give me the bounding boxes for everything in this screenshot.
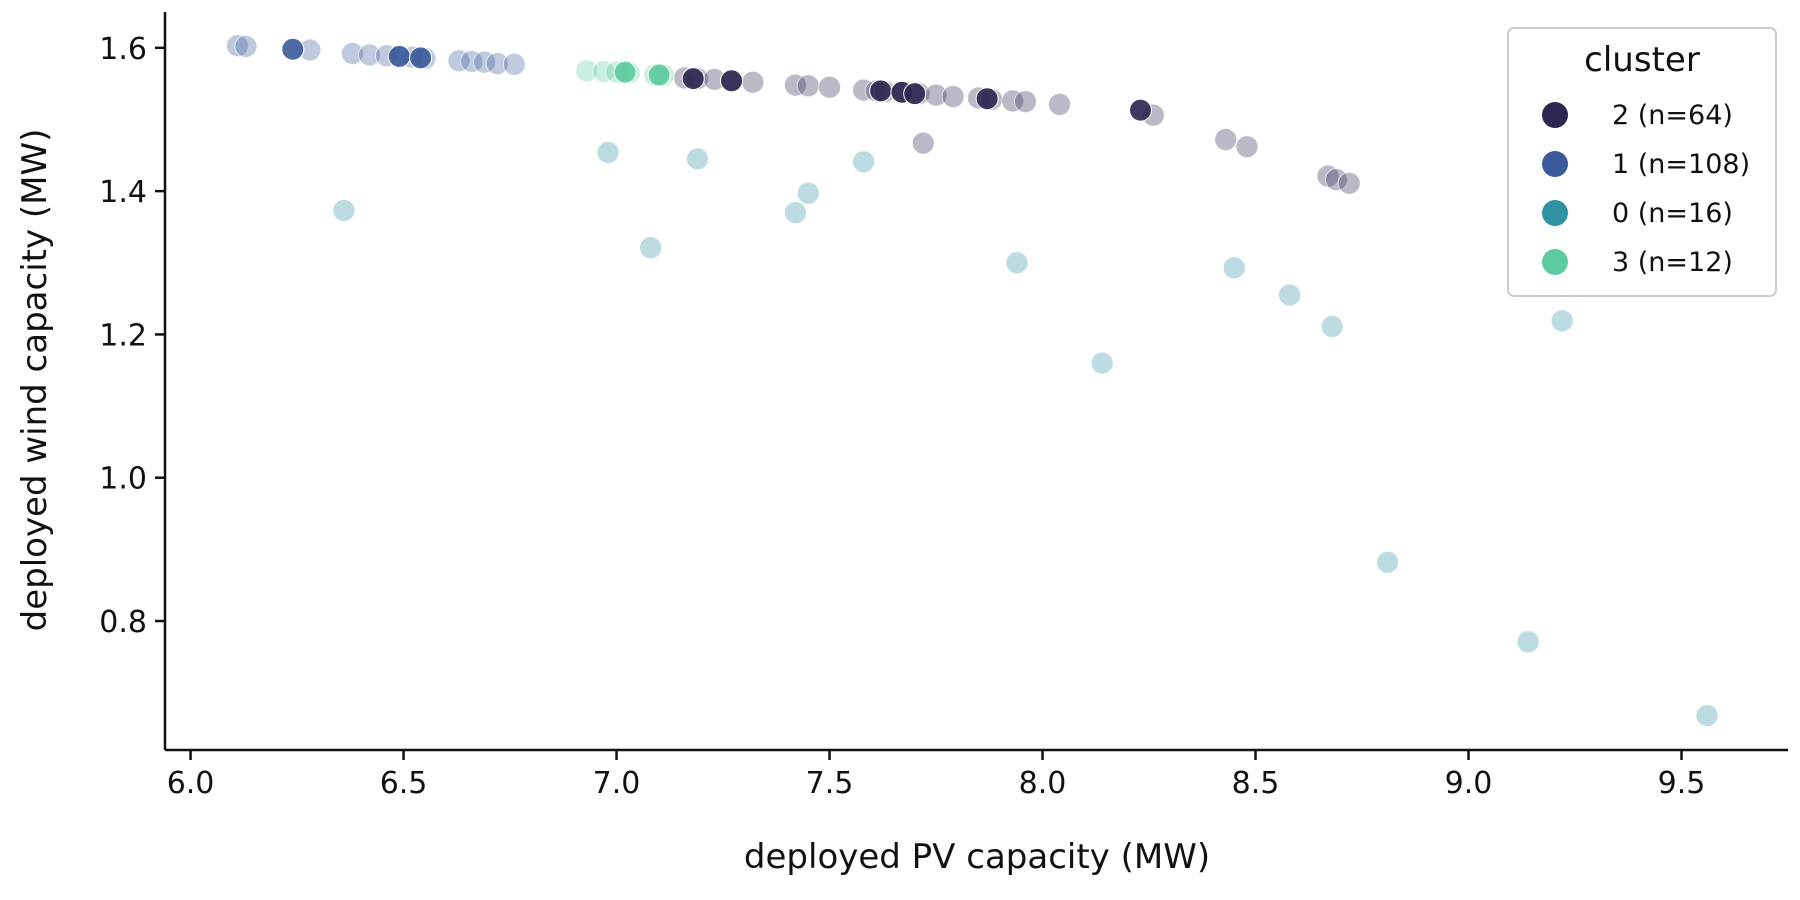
data-point [340,42,364,66]
data-point [485,52,509,76]
y-axis-title: deployed wind capacity (MW) [15,129,55,632]
legend-marker [1542,151,1568,177]
x-tick-label: 7.0 [593,766,641,801]
legend-label: 0 (n=16) [1612,198,1733,229]
highlighted-point [903,82,927,106]
legend-label: 3 (n=12) [1612,247,1733,278]
y-ticks: 0.8 1.0 1.2 1.4 1.6 [99,32,165,640]
x-tick-label: 6.5 [380,766,428,801]
y-tick-label: 0.8 [99,605,147,640]
legend-title: cluster [1584,40,1700,80]
data-point [1695,704,1719,728]
data-point [1005,251,1029,275]
data-point [575,59,599,83]
legend-marker [1542,249,1568,275]
axes: 6.0 6.5 7.0 7.5 8.0 8.5 9.0 9.5 0.8 1.0 1.2 1.4 1.6 [99,12,1788,801]
data-point [685,147,709,171]
highlighted-point [1129,98,1153,122]
x-tick-label: 8.5 [1232,766,1280,801]
highlighted-point [681,67,705,91]
data-point [1222,256,1246,280]
x-tick-label: 8.0 [1019,766,1067,801]
data-point [911,131,935,155]
legend-marker [1542,200,1568,226]
data-point [1090,351,1114,375]
highlighted-point [613,60,637,84]
legend-items: 2 (n=64) 1 (n=108) 0 (n=16) 3 (n=12) [1542,100,1750,278]
highlighted-point [387,44,411,68]
legend: cluster 2 (n=64) 1 (n=108) 0 (n=16) 3 (n=12… [1507,27,1777,297]
data-point [783,201,807,225]
data-point [225,34,249,58]
data-point [1324,168,1348,192]
x-tick-label: 9.0 [1445,766,1493,801]
data-point [796,74,820,98]
y-tick-label: 1.0 [99,462,147,497]
data-point [1214,128,1238,152]
x-axis-title: deployed PV capacity (MW) [744,837,1210,877]
highlighted-point [720,69,744,93]
data-point [639,236,663,260]
data-point [460,49,484,73]
data-point [783,73,807,97]
data-point [332,198,356,222]
data-point [1320,315,1344,339]
x-tick-label: 9.5 [1658,766,1706,801]
data-point [596,140,620,164]
highlighted-point [409,46,433,70]
legend-label: 2 (n=64) [1612,100,1733,131]
x-tick-label: 6.0 [167,766,215,801]
data-point [472,50,496,74]
highlighted-point [647,63,671,87]
data-point [1048,92,1072,116]
data-point [796,181,820,205]
data-point [818,75,842,99]
data-point [741,70,765,94]
highlighted-point [281,37,305,61]
data-point [1550,309,1574,333]
highlighted-point [869,79,893,103]
legend-marker [1542,102,1568,128]
legend-frame [1507,27,1777,297]
data-point [447,49,471,73]
points-layer [225,34,1719,728]
data-point [357,43,381,67]
data-point [1235,135,1259,159]
legend-label: 1 (n=108) [1612,149,1750,180]
data-point [502,52,526,76]
x-tick-label: 7.5 [806,766,854,801]
x-ticks: 6.0 6.5 7.0 7.5 8.0 8.5 9.0 9.5 [167,750,1706,801]
data-point [1278,283,1302,307]
data-point [1376,550,1400,574]
data-point [1516,630,1540,654]
data-point [941,85,965,109]
highlighted-point [975,87,999,111]
data-point [852,150,876,174]
data-point [234,34,258,58]
y-tick-label: 1.4 [99,175,147,210]
data-point [1337,171,1361,195]
data-point [1001,89,1025,113]
data-point [1013,90,1037,114]
y-tick-label: 1.2 [99,318,147,353]
y-tick-label: 1.6 [99,32,147,67]
